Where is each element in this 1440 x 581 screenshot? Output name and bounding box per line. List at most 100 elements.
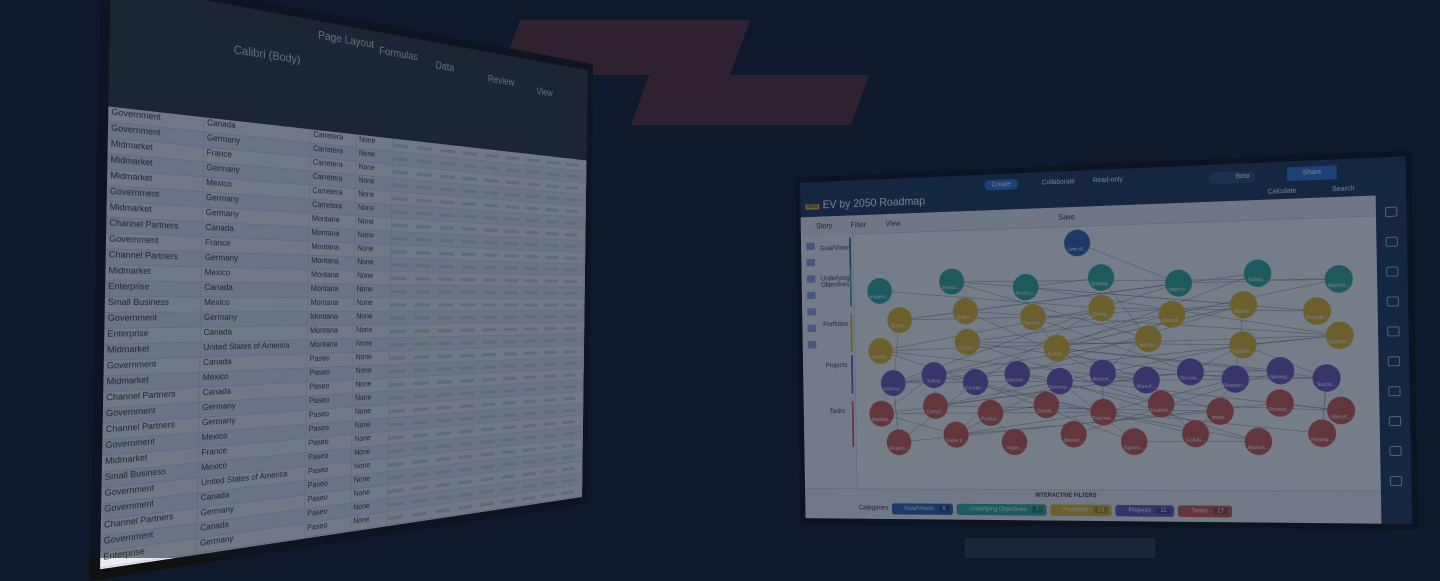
node-label: Sustai... (1139, 342, 1158, 348)
chip-count: 13 (1094, 507, 1108, 514)
right-rail (1376, 194, 1413, 524)
node-label: Batter... (957, 315, 975, 321)
side-icon[interactable] (807, 292, 816, 300)
cell: None (356, 189, 392, 204)
cell: None (355, 244, 391, 258)
chip-count: 6 (939, 505, 949, 512)
node-label: Imple... (1006, 446, 1023, 452)
categories-label: Categories (859, 505, 889, 512)
chip-count: 17 (1213, 508, 1228, 515)
filter-chip[interactable]: Portfolios 13 (1050, 504, 1112, 516)
cell: Government (106, 233, 203, 251)
category-band (850, 314, 852, 353)
ribbon-tab[interactable]: Data (436, 59, 455, 74)
rail-icon[interactable] (1389, 416, 1401, 426)
ribbon-tab[interactable]: Review (488, 72, 515, 88)
page-body: Calibri (Body) Page Layout Formulas Data Re… (0, 0, 1440, 558)
chip-name: Tasks (1191, 507, 1207, 514)
ribbon-tab[interactable]: View (536, 85, 552, 99)
node-label: Manuf... (1163, 318, 1183, 324)
node-label: Market... (1064, 438, 1084, 444)
beta-toggle[interactable]: Beta (1209, 171, 1256, 185)
rail-icon[interactable] (1386, 237, 1398, 247)
node-label: Charg... (1092, 312, 1111, 318)
chip-name: Projects (1128, 507, 1150, 514)
side-icon[interactable] (808, 341, 817, 348)
mode-button[interactable]: Create (984, 179, 1018, 191)
cell: Enterprise (104, 328, 201, 344)
side-icon[interactable] (807, 308, 816, 315)
filter-chip[interactable]: Tasks 17 (1178, 505, 1232, 517)
node-label: Compl... (926, 409, 945, 415)
cell: None (355, 271, 391, 284)
cell: Montana (307, 339, 353, 353)
node-label: Market... (1328, 283, 1350, 290)
save[interactable]: Save (1058, 213, 1075, 222)
cell: None (355, 230, 391, 244)
node-label: Comm... (958, 346, 977, 352)
rail-icon[interactable] (1388, 356, 1400, 366)
share-button[interactable]: Share (1287, 165, 1337, 181)
cell: Germany (201, 312, 308, 327)
cell: Germany (202, 252, 309, 269)
rail-icon[interactable] (1386, 266, 1398, 276)
toolbar-item[interactable]: Story (816, 222, 832, 231)
node-label: Safety... (1248, 277, 1268, 283)
rail-icon[interactable] (1388, 386, 1400, 396)
category-band (851, 355, 853, 394)
chip-name: Portfolios (1063, 506, 1088, 513)
node-label: Imple... (1211, 415, 1229, 421)
node-label: Resear... (1269, 407, 1291, 413)
cell: None (353, 365, 390, 379)
node-label: Produc... (981, 417, 1001, 423)
toolbar-item[interactable]: View (885, 219, 900, 228)
cell: Montana (308, 312, 354, 325)
rail-icon[interactable] (1390, 476, 1402, 486)
node-label: Evaluat... (1150, 408, 1172, 414)
mode-button[interactable]: Collaborate (1034, 176, 1082, 188)
rail-icon[interactable] (1385, 207, 1397, 217)
chip-name: Goal/Vision (904, 505, 933, 512)
node-label: Resear... (1311, 437, 1334, 443)
node-label: Electric... (1007, 378, 1028, 384)
spreadsheet: Calibri (Body) Page Layout Formulas Data Re… (89, 0, 593, 581)
node-label: Develop... (1048, 385, 1071, 391)
ribbon-tab[interactable]: Page Layout (318, 28, 374, 51)
cell: None (353, 352, 390, 366)
calculate[interactable]: Calculate (1268, 188, 1297, 196)
category-label: Goal/Vision (820, 245, 849, 252)
rail-icon[interactable] (1387, 296, 1399, 306)
side-icon[interactable] (807, 275, 816, 283)
rail-icon[interactable] (1387, 326, 1399, 336)
filter-chip[interactable]: Goal/Vision 6 (892, 503, 953, 515)
numbers (391, 285, 585, 298)
cell: Small Business (105, 297, 202, 312)
node-label: Batter... (891, 324, 908, 330)
left-monitor: Calibri (Body) Page Layout Formulas Data Re… (95, 0, 755, 580)
mode-button[interactable]: Read-only (1085, 174, 1130, 186)
ribbon-tab[interactable]: Formulas (379, 44, 418, 63)
node-label: Sales tr... (946, 438, 967, 444)
side-icon[interactable] (806, 242, 815, 250)
side-icon[interactable] (807, 325, 816, 332)
cell: None (354, 312, 391, 325)
cell: Paseo (307, 366, 353, 381)
toolbar-item[interactable]: Filter (851, 220, 867, 229)
font-box: Calibri (Body) (234, 42, 301, 66)
node-label: Provide... (1305, 315, 1329, 321)
side-icon[interactable] (806, 259, 815, 267)
cell: None (354, 325, 391, 338)
cell: Canada (201, 282, 308, 297)
edge (952, 271, 1339, 289)
cell: Montana (308, 298, 354, 311)
category-label: Tasks (823, 408, 852, 415)
cell: Montana (309, 256, 355, 270)
search[interactable]: Search (1332, 185, 1354, 193)
cell: None (353, 378, 390, 393)
rail-icon[interactable] (1389, 446, 1401, 456)
node-label: Line of... (1067, 246, 1087, 252)
